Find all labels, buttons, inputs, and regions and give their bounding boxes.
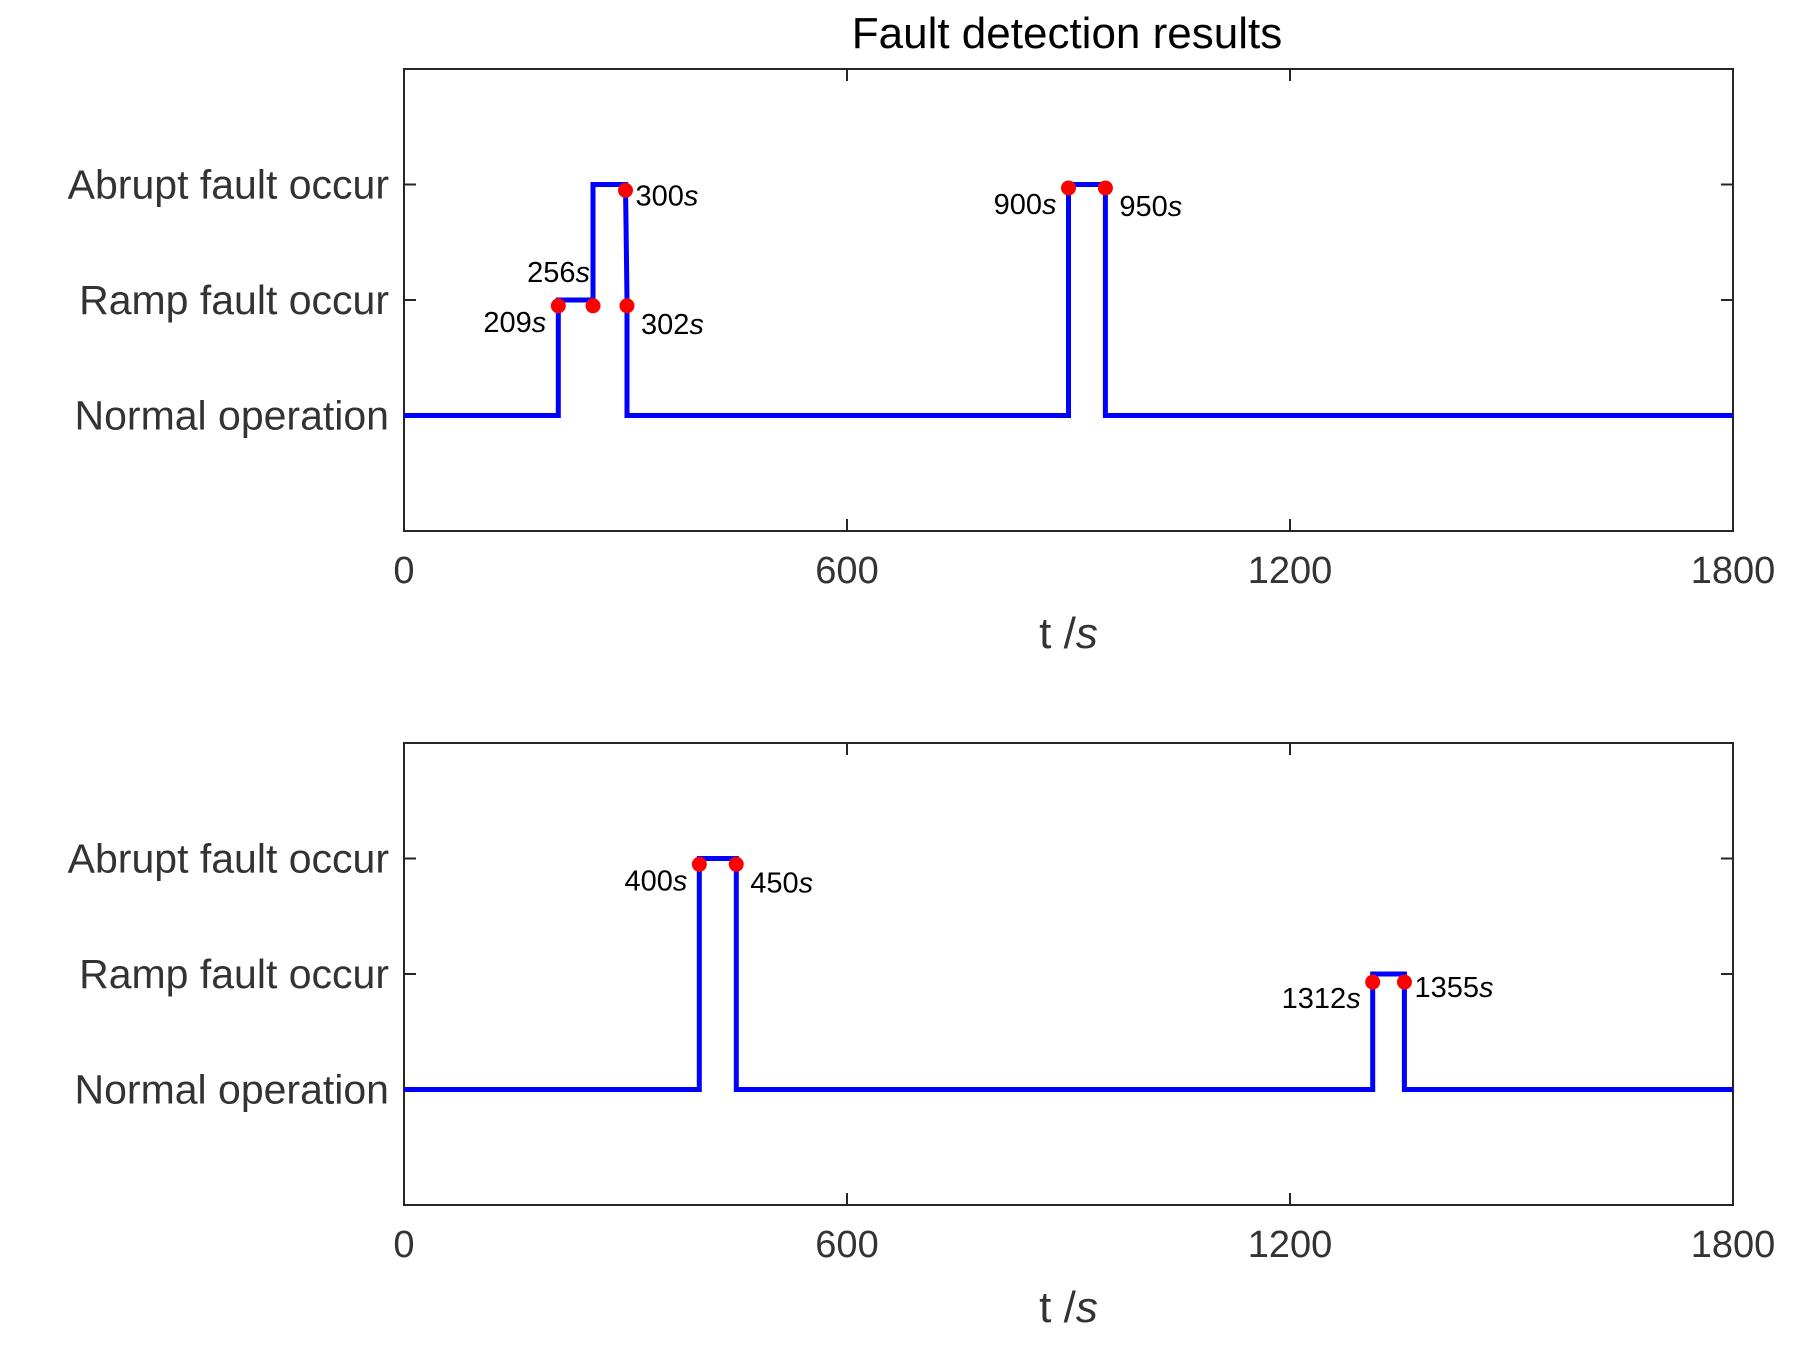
y-tick-label: Ramp fault occur <box>79 951 389 997</box>
event-marker <box>691 856 707 872</box>
top-panel: 0 600 1200 1800 Normal operation Ramp fault o… <box>68 68 1776 658</box>
x-tick-label: 1800 <box>1691 1224 1776 1266</box>
y-tick-label: Abrupt fault occur <box>68 836 389 882</box>
bottom-panel: 0 600 1200 1800 Normal operation Ramp fault o… <box>68 742 1776 1332</box>
event-marker <box>585 298 601 314</box>
y-tick-label: Normal operation <box>75 393 390 439</box>
chart-title: Fault detection results <box>852 9 1282 58</box>
event-marker <box>550 298 566 314</box>
event-marker <box>728 856 744 872</box>
state-series-line <box>404 182 1733 418</box>
event-marker <box>1365 974 1381 990</box>
x-tick-label: 600 <box>815 1224 878 1266</box>
x-tick-label: 600 <box>815 550 878 592</box>
x-axis-label: t /s <box>1039 1283 1098 1332</box>
state-series-line <box>404 856 1733 1092</box>
event-time-label: 1312s <box>1282 983 1361 1015</box>
event-time-label: 400s <box>624 865 687 897</box>
y-tick-label: Ramp fault occur <box>79 277 389 323</box>
y-tick-label: Normal operation <box>75 1067 390 1113</box>
x-axis-label: t /s <box>1039 609 1098 658</box>
event-time-label: 950s <box>1119 191 1182 223</box>
event-time-label: 450s <box>750 867 813 899</box>
event-time-label: 302s <box>641 309 704 341</box>
plot-area <box>403 742 1734 1206</box>
event-time-label: 256s <box>527 257 590 289</box>
event-time-label: 900s <box>994 189 1057 221</box>
event-marker <box>1396 974 1412 990</box>
y-tick-label: Abrupt fault occur <box>68 162 389 208</box>
x-tick-label: 1800 <box>1691 550 1776 592</box>
event-marker <box>1061 180 1076 196</box>
x-tick-label: 0 <box>393 1224 414 1266</box>
event-marker <box>618 182 633 198</box>
x-tick-label: 1200 <box>1248 1224 1333 1266</box>
event-time-label: 1355s <box>1414 972 1493 1004</box>
event-time-label: 209s <box>483 307 546 339</box>
x-tick-label: 0 <box>393 550 414 592</box>
x-tick-label: 1200 <box>1248 550 1333 592</box>
event-marker <box>619 298 635 314</box>
event-marker <box>1097 180 1113 196</box>
event-time-label: 300s <box>636 180 699 212</box>
